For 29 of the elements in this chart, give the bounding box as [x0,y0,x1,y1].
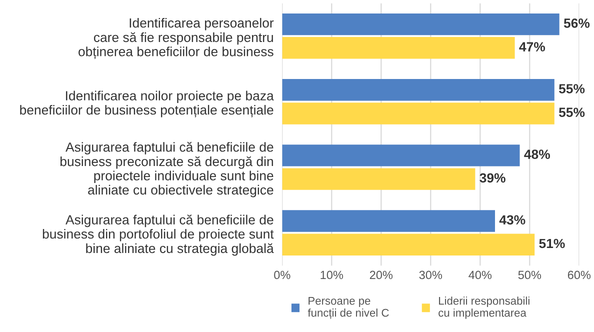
bar [282,37,515,59]
bar [282,168,476,190]
x-tick-label: 10% [320,270,344,280]
x-tick-label: 30% [419,270,442,280]
bar [282,79,554,101]
bar [282,102,554,124]
data-label: 55% [558,108,585,118]
y-tick-label: Asigurarea faptului că beneficiile de business din portofoliul de proiecte sunt bine aliniate cu strategia globală [42,214,274,256]
bar [282,234,535,256]
x-tick-label: 50% [518,270,542,280]
bar [282,210,495,232]
data-label: 47% [519,42,546,52]
data-label: 48% [524,150,550,159]
data-label: 39% [480,173,506,183]
bar [282,13,560,36]
y-tick-label: Identificarea persoanelor care să fie responsabile pentru obținerea beneficiilor de business [78,18,274,59]
data-label: 56% [564,18,590,28]
bar [282,144,520,166]
legend-label: Persoane pe funcții de nivel C [308,296,389,319]
x-tick-label: 60% [568,270,591,280]
y-tick-label: Asigurarea faptului că beneficiile de business preconizate să decurgă din proiectele individuale sunt bine aliniate cu obiectivele strategice [60,142,274,198]
data-label: 43% [499,215,526,225]
x-tick-label: 20% [370,270,393,280]
y-tick-label: Identificarea noilor proiecte pe baza beneficiilor de business potențiale esențiale [20,90,274,118]
data-label: 55% [558,84,585,94]
x-tick-label: 40% [468,270,492,280]
legend-label: Liderii responsabili cu implementarea [438,296,530,319]
data-label: 51% [539,238,565,248]
x-tick-label: 0% [274,270,290,280]
